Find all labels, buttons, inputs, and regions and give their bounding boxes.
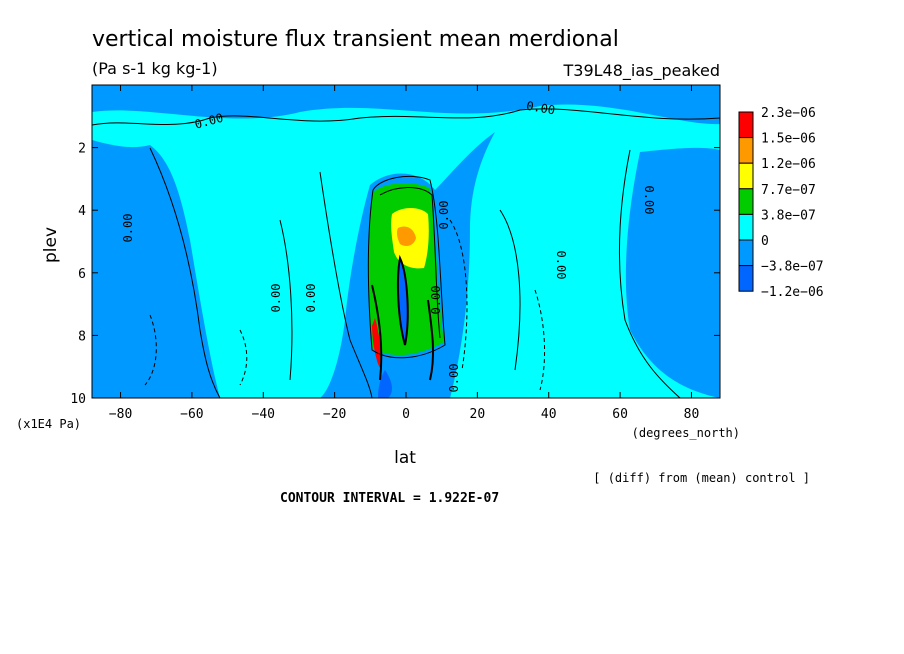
contour-lines: [92, 108, 720, 398]
colorbar-swatch: [738, 162, 754, 190]
y-tick-label: 4: [78, 204, 86, 219]
chart-subtitle: (Pa s-1 kg kg-1): [92, 59, 218, 78]
colorbar-swatch: [738, 137, 754, 164]
y-axis-units: (x1E4 Pa): [16, 417, 81, 431]
colorbar-swatch: [738, 265, 754, 292]
y-axis-title: plev: [41, 227, 61, 263]
contour-region: [396, 226, 416, 246]
colorbar-swatch: [738, 213, 754, 241]
x-tick-label: 40: [541, 407, 557, 422]
x-tick-label: 60: [612, 407, 628, 422]
y-tick-label: 2: [78, 142, 86, 157]
x-tick-label: −60: [180, 407, 203, 422]
chart-title: vertical moisture flux transient mean me…: [92, 27, 619, 52]
x-tick-label: −40: [252, 407, 275, 422]
y-tick-label: 6: [78, 267, 86, 282]
y-axis: 2 4 6 8 10: [70, 142, 720, 407]
colorbar-swatch: [738, 239, 754, 267]
colorbar-label: 2.3e−06: [761, 106, 816, 121]
colorbar-label: −3.8e−07: [761, 260, 824, 275]
contour-label: 0.00: [554, 251, 568, 280]
colorbar-swatch: [738, 188, 754, 215]
contour-label: 0.00: [429, 286, 443, 315]
x-tick-label: −80: [109, 407, 132, 422]
colorbar-label: 0: [761, 234, 769, 249]
contour-label: 0.00: [437, 201, 451, 230]
colorbar-label: −1.2e−06: [761, 285, 824, 300]
x-axis-units: (degrees_north): [632, 426, 740, 440]
contour-label: 0.00: [269, 284, 283, 313]
contour-label: 0.00: [447, 364, 461, 393]
contour-region: [92, 104, 720, 398]
x-tick-label: 20: [470, 407, 486, 422]
x-axis: −80 −60 −40 −20 0 20 40 60 80: [109, 85, 699, 422]
colorbar-swatch: [738, 111, 754, 139]
contour-region: [378, 370, 392, 398]
footnote: [ (diff) from (mean) control ]: [593, 471, 810, 485]
colorbar-label: 1.5e−06: [761, 132, 816, 147]
colorbar-label: 3.8e−07: [761, 208, 816, 223]
plot-area: 0.000.000.000.00 0.000.000.000.000.000.00: [91, 84, 721, 399]
y-tick-label: 8: [78, 329, 86, 344]
y-tick-label: 10: [70, 392, 86, 407]
contour-label: 0.00: [304, 284, 318, 313]
contour-label: 0.00: [642, 186, 656, 215]
contour-interval: CONTOUR INTERVAL = 1.922E-07: [280, 491, 499, 506]
contour-labels: 0.000.000.000.00 0.000.000.000.000.000.00: [121, 99, 656, 393]
x-tick-label: −20: [323, 407, 346, 422]
run-label: T39L48_ias_peaked: [563, 61, 721, 81]
x-axis-title: lat: [394, 448, 416, 468]
contour-fill-layer: [92, 85, 720, 398]
contour-label: 0.00: [121, 214, 135, 243]
colorbar-label: 7.7e−07: [761, 183, 816, 198]
contour-region: [372, 318, 381, 368]
colorbar-label: 1.2e−06: [761, 157, 816, 172]
colorbar: 2.3e−06 1.5e−06 1.2e−06 7.7e−07 3.8e−07 0 −3.8…: [738, 106, 824, 300]
x-tick-label: 80: [684, 407, 700, 422]
contour-label: 0.00: [525, 99, 556, 118]
x-tick-label: 0: [402, 407, 410, 422]
